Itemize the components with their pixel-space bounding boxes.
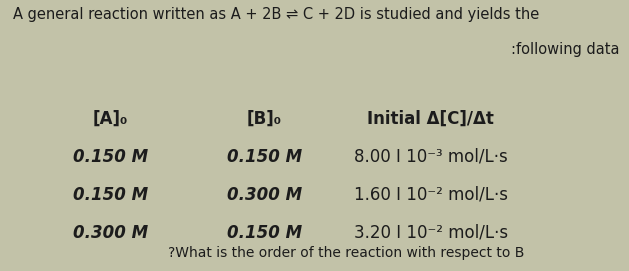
Text: 0.150 M: 0.150 M — [72, 186, 148, 204]
Text: 8.00 I 10⁻³ mol/L·s: 8.00 I 10⁻³ mol/L·s — [354, 148, 508, 166]
Text: 0.150 M: 0.150 M — [226, 224, 302, 241]
Text: 1.60 I 10⁻² mol/L·s: 1.60 I 10⁻² mol/L·s — [354, 186, 508, 204]
Text: :following data: :following data — [511, 42, 620, 57]
Text: ?What is the order of the reaction with respect to B: ?What is the order of the reaction with … — [168, 246, 524, 260]
Text: 0.150 M: 0.150 M — [226, 148, 302, 166]
Text: 0.300 M: 0.300 M — [226, 186, 302, 204]
Text: 3.20 I 10⁻² mol/L·s: 3.20 I 10⁻² mol/L·s — [353, 224, 508, 241]
Text: A general reaction written as A + 2B ⇌ C + 2D is studied and yields the: A general reaction written as A + 2B ⇌ C… — [13, 7, 539, 22]
Text: 0.150 M: 0.150 M — [72, 148, 148, 166]
Text: Initial Δ[C]/Δt: Initial Δ[C]/Δt — [367, 110, 494, 128]
Text: 0.300 M: 0.300 M — [72, 224, 148, 241]
Text: [A]₀: [A]₀ — [92, 110, 128, 128]
Text: [B]₀: [B]₀ — [247, 110, 282, 128]
